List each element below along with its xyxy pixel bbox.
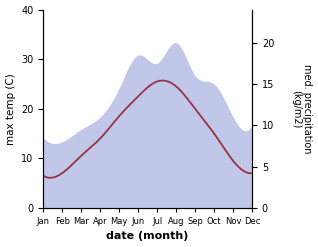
X-axis label: date (month): date (month) (107, 231, 189, 242)
Y-axis label: med. precipitation
(kg/m2): med. precipitation (kg/m2) (291, 64, 313, 153)
Y-axis label: max temp (C): max temp (C) (5, 73, 16, 144)
